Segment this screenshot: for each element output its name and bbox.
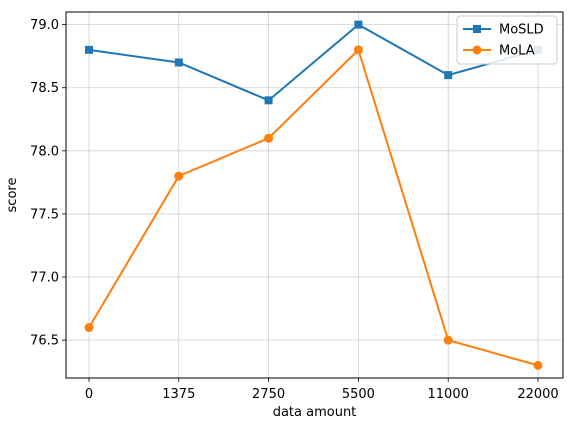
plot-frame	[65, 11, 564, 379]
legend-item-mosld: MoSLD	[463, 23, 544, 38]
data-point-mola	[443, 335, 453, 345]
data-point-mosld	[85, 45, 93, 54]
x-tick-label: 5500	[342, 387, 375, 402]
x-tick-label: 22000	[517, 387, 558, 402]
data-point-mosld	[444, 71, 453, 80]
legend-label-mola: MoLA	[499, 44, 535, 59]
x-tick-label: 11000	[428, 387, 469, 402]
x-axis: 0 1375 2750 5500 11000 22000	[85, 378, 559, 402]
data-point-mosld	[264, 96, 273, 105]
x-tick-label: 2750	[252, 387, 285, 402]
y-tick-label: 78.5	[30, 81, 59, 96]
x-axis-label: data amount	[273, 405, 357, 420]
series-mola	[84, 45, 543, 370]
data-point-mosld	[354, 20, 363, 29]
data-point-mola	[84, 323, 94, 333]
y-axis: 76.5 77.0 77.5 78.0 78.5 79.0	[30, 18, 66, 349]
series-line-mola	[88, 48, 539, 367]
legend: MoSLD MoLA	[456, 15, 558, 65]
data-point-mola	[533, 360, 543, 370]
y-tick-label: 77.5	[30, 207, 59, 222]
legend-label-mosld: MoSLD	[499, 23, 544, 38]
legend-marker-mola	[472, 45, 482, 55]
data-point-mosld	[174, 58, 183, 67]
data-point-mola	[264, 133, 274, 143]
y-tick-label: 79.0	[30, 18, 59, 33]
y-axis-label: score	[5, 178, 20, 213]
grid	[66, 12, 563, 378]
x-tick-label: 0	[85, 387, 93, 402]
data-point-mola	[353, 45, 363, 55]
series-layer	[84, 20, 543, 370]
data-point-mola	[174, 171, 184, 181]
series-line-mosld	[88, 23, 539, 102]
y-tick-label: 76.5	[30, 334, 59, 349]
y-tick-label: 77.0	[30, 271, 59, 286]
legend-marker-mosld	[473, 25, 481, 33]
y-tick-label: 78.0	[30, 144, 59, 159]
legend-item-mola: MoLA	[463, 44, 535, 59]
x-tick-label: 1375	[162, 387, 195, 402]
